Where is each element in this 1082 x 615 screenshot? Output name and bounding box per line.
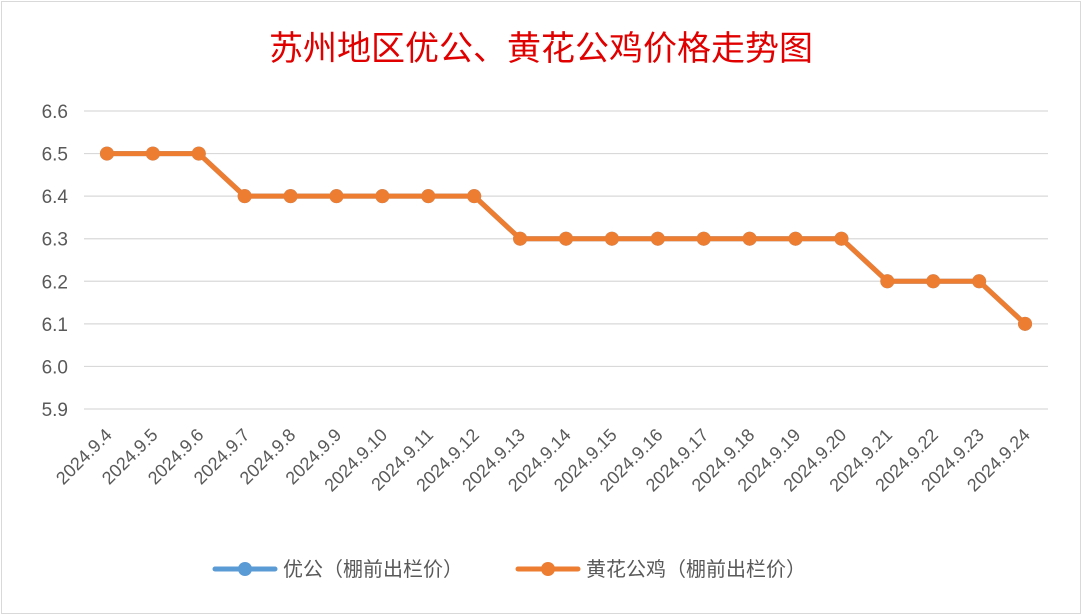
- y-tick-label: 5.9: [42, 400, 68, 421]
- legend-item-2[interactable]: 黄花公鸡（棚前出栏价）: [515, 557, 806, 581]
- data-point: [467, 189, 482, 204]
- y-tick-label: 6.0: [42, 357, 68, 378]
- legend-item-1[interactable]: 优公（棚前出栏价）: [212, 557, 463, 581]
- data-point: [650, 231, 665, 246]
- y-axis-ticks: 6.6 6.5 6.4 6.3 6.2 6.1 6.0 5.9: [42, 102, 69, 421]
- grid-lines: [84, 110, 1048, 410]
- data-point: [604, 231, 619, 246]
- data-point: [191, 146, 206, 161]
- data-point: [145, 146, 160, 161]
- y-tick-label: 6.6: [42, 102, 68, 123]
- chart-title: 苏州地区优公、黄花公鸡价格走势图: [269, 29, 813, 69]
- data-point: [559, 231, 573, 246]
- y-tick-label: 6.3: [42, 230, 68, 251]
- data-point: [375, 189, 390, 204]
- data-point: [742, 231, 757, 246]
- data-point: [513, 231, 528, 246]
- data-point: [926, 274, 941, 289]
- data-point: [1018, 316, 1033, 331]
- legend-swatch-marker: [541, 562, 555, 576]
- legend-label: 优公（棚前出栏价）: [283, 557, 463, 581]
- legend-swatch-marker: [238, 562, 252, 576]
- y-tick-label: 6.5: [42, 145, 68, 166]
- data-point: [283, 189, 298, 204]
- y-tick-label: 6.2: [42, 272, 68, 293]
- data-point: [834, 231, 849, 246]
- data-point: [237, 189, 252, 204]
- data-point: [329, 189, 344, 204]
- data-point: [421, 189, 436, 204]
- series-2: [99, 146, 1033, 331]
- x-axis-ticks: 2024.9.42024.9.52024.9.62024.9.72024.9.8…: [52, 425, 1034, 496]
- legend: 优公（棚前出栏价） 黄花公鸡（棚前出栏价）: [212, 557, 806, 581]
- legend-label: 黄花公鸡（棚前出栏价）: [586, 557, 806, 581]
- data-point: [972, 274, 987, 289]
- data-point: [788, 231, 803, 246]
- series-group: [99, 146, 1033, 331]
- y-tick-label: 6.4: [42, 187, 69, 208]
- data-point: [696, 231, 711, 246]
- data-point: [99, 146, 114, 161]
- y-tick-label: 6.1: [42, 315, 68, 336]
- data-point: [880, 274, 895, 289]
